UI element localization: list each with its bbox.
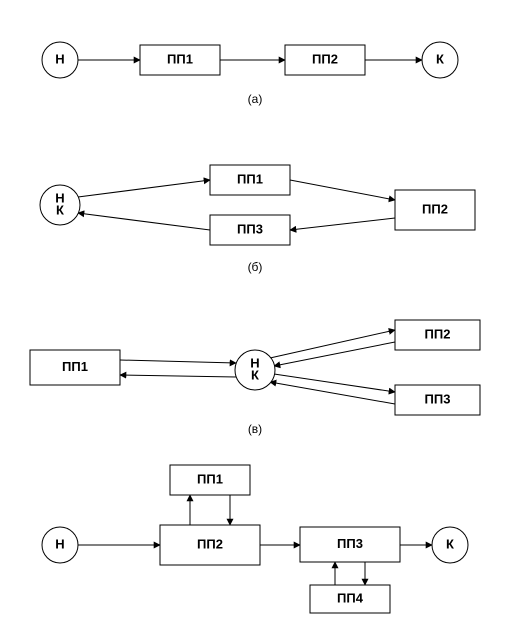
- node-b-HK: НК: [40, 185, 80, 225]
- node-label: ПП1: [62, 359, 88, 374]
- edge: [270, 382, 395, 404]
- node-c-HK: НК: [235, 350, 275, 390]
- panel-caption: (в): [248, 422, 262, 436]
- edge: [120, 360, 236, 363]
- node-label: ПП4: [337, 590, 364, 605]
- node-label: ПП3: [425, 391, 451, 406]
- edge: [290, 218, 395, 230]
- node-label: ПП2: [425, 326, 451, 341]
- node-label: К: [251, 368, 259, 383]
- node-d-PP4: ПП4: [310, 585, 390, 613]
- panel-caption: (б): [248, 260, 263, 274]
- edge: [78, 180, 210, 197]
- node-label: ПП3: [237, 221, 263, 236]
- diagram-canvas: НПП1ПП2К(а)НКПП1ПП3ПП2(б)ПП1НКПП2ПП3(в)Н…: [0, 0, 511, 620]
- node-d-PP3: ПП3: [300, 527, 400, 562]
- edge: [120, 375, 236, 377]
- node-c-PP1: ПП1: [30, 350, 120, 385]
- edge: [270, 330, 395, 358]
- node-d-H: Н: [42, 527, 78, 563]
- edge: [290, 180, 395, 200]
- node-label: ПП2: [197, 536, 223, 551]
- node-label: Н: [55, 51, 64, 66]
- node-label: ПП2: [312, 51, 338, 66]
- node-label: ПП2: [422, 201, 448, 216]
- panel-caption: (а): [248, 92, 263, 106]
- node-c-PP2: ПП2: [395, 320, 480, 350]
- node-b-PP2: ПП2: [395, 190, 475, 230]
- edge: [78, 213, 210, 230]
- node-label: К: [56, 203, 64, 218]
- node-a-PP2: ПП2: [285, 45, 365, 75]
- edge: [274, 342, 395, 366]
- node-label: ПП1: [237, 171, 263, 186]
- node-a-PP1: ПП1: [140, 45, 220, 75]
- node-label: ПП1: [167, 51, 193, 66]
- node-d-PP2: ПП2: [160, 525, 260, 565]
- node-label: К: [436, 51, 444, 66]
- node-b-PP3: ПП3: [210, 215, 290, 245]
- node-d-K: К: [432, 527, 468, 563]
- node-label: ПП3: [337, 536, 363, 551]
- node-a-H: Н: [42, 42, 78, 78]
- node-label: К: [446, 536, 454, 551]
- node-label: Н: [55, 536, 64, 551]
- edge: [274, 374, 395, 392]
- node-c-PP3: ПП3: [395, 385, 480, 415]
- node-a-K: К: [422, 42, 458, 78]
- node-b-PP1: ПП1: [210, 165, 290, 195]
- node-label: ПП1: [197, 471, 223, 486]
- node-d-PP1: ПП1: [170, 465, 250, 495]
